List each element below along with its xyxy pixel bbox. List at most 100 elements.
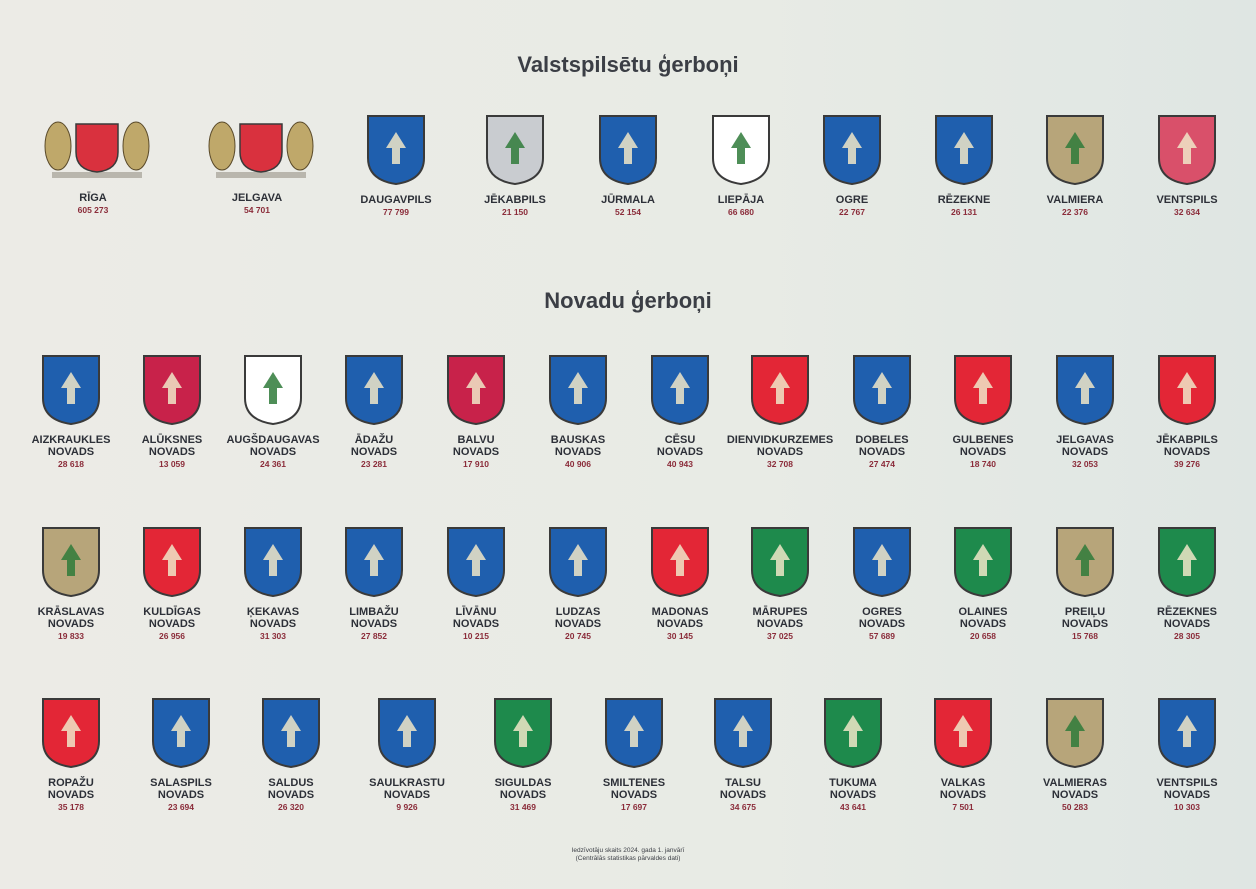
griffin-shield <box>909 114 1019 186</box>
city-card: LIEPĀJA 66 680 <box>686 114 796 217</box>
city-population: 605 273 <box>77 205 109 215</box>
region-type: NOVADS <box>1163 618 1211 630</box>
tree-shield <box>1020 114 1130 186</box>
region-population: 15 768 <box>1072 631 1098 641</box>
braid-shield <box>16 697 126 769</box>
region-type: NOVADS <box>267 789 315 801</box>
region-type: NOVADS <box>959 446 1007 458</box>
city-population: 77 799 <box>383 207 409 217</box>
region-type: NOVADS <box>47 618 95 630</box>
region-card: KRĀSLAVAS NOVADS 19 833 <box>16 526 126 641</box>
region-type: NOVADS <box>148 618 196 630</box>
region-name: BALVU <box>457 434 495 446</box>
city-card: DAUGAVPILS 77 799 <box>341 114 451 217</box>
city-name: OGRE <box>835 194 869 206</box>
region-type: NOVADS <box>1163 789 1211 801</box>
elk-shield <box>1030 354 1140 426</box>
region-card: ĶEKAVAS NOVADS 31 303 <box>218 526 328 641</box>
region-population: 40 906 <box>565 459 591 469</box>
ship-castle-shield <box>319 526 429 598</box>
chevron-shield <box>319 354 429 426</box>
region-type: NOVADS <box>858 618 906 630</box>
region-population: 57 689 <box>869 631 895 641</box>
chevron-shield <box>523 354 633 426</box>
region-name: OGRES <box>862 606 902 618</box>
region-name: SIGULDAS <box>494 777 552 789</box>
region-population: 31 303 <box>260 631 286 641</box>
region-card: SMILTENES NOVADS 17 697 <box>579 697 689 812</box>
region-type: NOVADS <box>157 789 205 801</box>
fleur-de-lis-shield <box>341 114 451 186</box>
city-name: RĒZEKNE <box>937 194 991 206</box>
tree-shield <box>1020 697 1130 769</box>
region-name: DIENVIDKURZEMES <box>726 434 834 446</box>
region-name: LUDZAS <box>555 606 601 618</box>
region-name: SMILTENES <box>602 777 666 789</box>
region-type: NOVADS <box>249 618 297 630</box>
jelgava-coat-of-arms <box>202 110 314 182</box>
region-population: 17 910 <box>463 459 489 469</box>
region-population: 39 276 <box>1174 459 1200 469</box>
region-card: JĒKABPILS NOVADS 39 276 <box>1132 354 1242 469</box>
stars-waves-shield <box>573 114 683 186</box>
region-card: RĒZEKNES NOVADS 28 305 <box>1132 526 1242 641</box>
bird-shield <box>421 526 531 598</box>
region-population: 26 956 <box>159 631 185 641</box>
region-population: 7 501 <box>952 802 974 812</box>
lion-shield <box>725 354 835 426</box>
region-card: SAULKRASTU NOVADS 9 926 <box>352 697 462 812</box>
region-type: NOVADS <box>1163 446 1211 458</box>
region-type: NOVADS <box>756 446 804 458</box>
region-card: SIGULDAS NOVADS 31 469 <box>468 697 578 812</box>
lion-linden-shield <box>686 114 796 186</box>
region-name: VALMIERAS <box>1043 777 1107 789</box>
region-type: NOVADS <box>383 789 431 801</box>
book-shield <box>117 354 227 426</box>
region-card: JELGAVAS NOVADS 32 053 <box>1030 354 1140 469</box>
region-type: NOVADS <box>452 618 500 630</box>
region-name: VALKAS <box>940 777 986 789</box>
region-name: SAULKRASTU <box>369 777 445 789</box>
region-type: NOVADS <box>656 446 704 458</box>
stripes-shield <box>16 526 126 598</box>
city-population: 32 634 <box>1174 207 1200 217</box>
region-name: KRĀSLAVAS <box>37 606 105 618</box>
region-population: 50 283 <box>1062 802 1088 812</box>
region-card: BALVU NOVADS 17 910 <box>421 354 531 469</box>
region-type: NOVADS <box>1061 446 1109 458</box>
city-card: JELGAVA 54 701 <box>202 110 314 215</box>
region-type: NOVADS <box>249 446 297 458</box>
heading-regions: Novadu ģerboņi <box>544 288 712 313</box>
region-card: KULDĪGAS NOVADS 26 956 <box>117 526 227 641</box>
region-population: 37 025 <box>767 631 793 641</box>
sun-shield <box>352 697 462 769</box>
region-type: NOVADS <box>350 446 398 458</box>
region-type: NOVADS <box>554 446 602 458</box>
region-card: LUDZAS NOVADS 20 745 <box>523 526 633 641</box>
region-name: JELGAVAS <box>1056 434 1114 446</box>
sword-key-shield <box>523 526 633 598</box>
region-card: LĪVĀNU NOVADS 10 215 <box>421 526 531 641</box>
region-type: NOVADS <box>499 789 547 801</box>
region-type: NOVADS <box>452 446 500 458</box>
stars-diagonal-shield <box>218 526 328 598</box>
region-type: NOVADS <box>656 618 704 630</box>
region-card: GULBENES NOVADS 18 740 <box>928 354 1038 469</box>
region-name: BAUSKAS <box>550 434 606 446</box>
region-card: VENTSPILS NOVADS 10 303 <box>1132 697 1242 812</box>
region-type: NOVADS <box>756 618 804 630</box>
region-card: AUGŠDAUGAVAS NOVADS 24 361 <box>218 354 328 469</box>
region-name: SALASPILS <box>150 777 212 789</box>
leaf-shield <box>468 697 578 769</box>
region-type: NOVADS <box>47 789 95 801</box>
region-type: NOVADS <box>554 618 602 630</box>
region-population: 32 708 <box>767 459 793 469</box>
region-type: NOVADS <box>858 446 906 458</box>
region-name: DOBELES <box>855 434 909 446</box>
wheat-shield <box>1132 526 1242 598</box>
region-name: ALŪKSNES <box>141 434 203 446</box>
region-type: NOVADS <box>719 789 767 801</box>
footer-line-1: Iedzīvotāju skaits 2024. gada 1. janvārī <box>571 847 685 854</box>
region-population: 30 145 <box>667 631 693 641</box>
region-card: OLAINES NOVADS 20 658 <box>928 526 1038 641</box>
